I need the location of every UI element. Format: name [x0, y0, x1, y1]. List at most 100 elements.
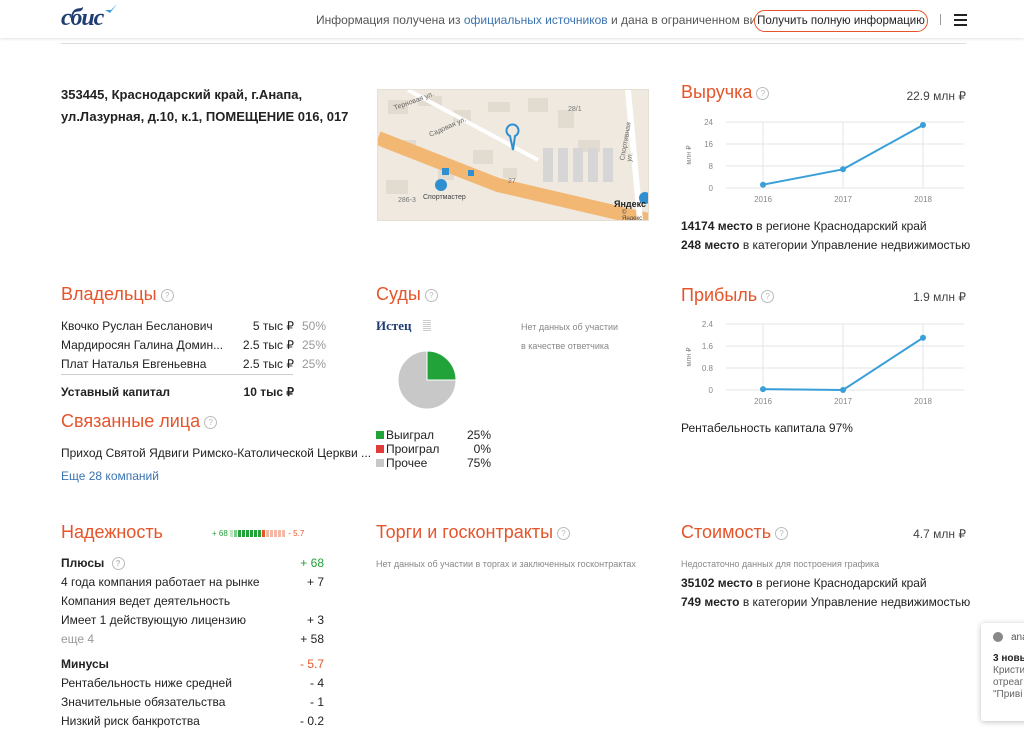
pluses-total: + 68: [300, 556, 324, 570]
location-map[interactable]: Садовая ул. Спортивная ул. Терновая ул. …: [377, 89, 649, 221]
legend-item: Проиграл 0%: [376, 442, 491, 456]
courts-title: Суды?: [376, 284, 438, 305]
owners-title-text[interactable]: Владельцы: [61, 284, 157, 304]
reliability-segment: [258, 530, 262, 538]
y-tick-label: 16: [704, 140, 713, 149]
y-tick-label: 8: [709, 162, 714, 171]
related-title-text[interactable]: Связанные лица: [61, 411, 201, 431]
revenue-category-text: в категории Управление недвижимостью: [742, 238, 971, 252]
minuses-label: Минусы: [61, 657, 109, 671]
x-tick-label: 2016: [754, 195, 772, 204]
logo-bird-icon: [105, 4, 117, 13]
map-canvas: [378, 90, 648, 220]
data-point: [920, 122, 926, 129]
help-icon[interactable]: ?: [111, 557, 125, 571]
owner-share: 25%: [301, 338, 326, 352]
pluses-label: Плюсы ?: [61, 556, 125, 571]
courts-pie-chart: [397, 350, 457, 410]
map-brand: Яндекс: [614, 199, 647, 209]
profit-value: 1.9 млн ₽: [913, 290, 966, 304]
y-tick-label: 0.8: [702, 364, 714, 373]
cost-title-text: Стоимость: [681, 522, 772, 542]
courts-title-text[interactable]: Суды: [376, 284, 421, 304]
toast-source: ana: [1011, 632, 1024, 643]
plus-factor: Имеет 1 действующую лицензию: [61, 613, 246, 627]
help-icon[interactable]: ?: [204, 415, 218, 429]
help-icon[interactable]: ?: [424, 288, 438, 302]
data-point: [920, 334, 926, 341]
help-icon[interactable]: ?: [160, 288, 174, 302]
tenders-title-text[interactable]: Торги и госконтракты: [376, 522, 554, 542]
tab-plaintiff[interactable]: Истец: [376, 318, 412, 333]
legend-label: Выиграл: [386, 428, 435, 442]
reliability-title[interactable]: Надежность: [61, 522, 163, 542]
help-icon[interactable]: ?: [775, 526, 789, 540]
y-tick-label: 1.6: [702, 342, 714, 351]
owners-title: Владельцы?: [61, 284, 174, 305]
reliability-segment: [246, 530, 250, 538]
tenders-title: Торги и госконтракты?: [376, 522, 571, 543]
owner-name[interactable]: Квочко Руслан Бесланович: [61, 319, 213, 333]
notification-toast[interactable]: ana 3 новы Кристи отреаг "Приві: [981, 623, 1024, 721]
official-sources-link[interactable]: официальных источников: [463, 13, 608, 27]
help-icon[interactable]: ?: [557, 526, 571, 540]
related-title: Связанные лица?: [61, 411, 218, 432]
plus-factor: Компания ведет деятельность: [61, 594, 231, 608]
revenue-value: 22.9 млн ₽: [906, 89, 966, 103]
cost-category-place: 749 место: [681, 595, 740, 609]
sbis-logo[interactable]: сбис: [61, 5, 104, 31]
revenue-region-text: в регионе Краснодарский край: [756, 219, 927, 233]
toast-line: отреаг: [993, 677, 1024, 688]
help-icon[interactable]: ?: [761, 289, 775, 303]
x-tick-label: 2018: [914, 195, 932, 204]
profit-title: Прибыль?: [681, 285, 775, 306]
minus-factor: Низкий риск банкротства: [61, 714, 200, 728]
plus-factor[interactable]: еще 4: [61, 632, 95, 646]
get-full-info-button[interactable]: Получить полную информацию: [754, 10, 928, 32]
tab-indicator-icon: [423, 319, 431, 331]
minus-factor: Значительные обязательства: [61, 695, 226, 709]
data-point: [840, 166, 846, 173]
plus-factor-value: + 3: [306, 613, 324, 627]
owner-amount: 2.5 тыс ₽: [242, 357, 294, 371]
tenders-note: Нет данных об участии в торгах и заключе…: [376, 559, 636, 569]
cost-region-text: в регионе Краснодарский край: [756, 576, 927, 590]
reliability-segment: [230, 530, 234, 538]
capital-value: 10 тыс ₽: [243, 385, 294, 399]
profit-chart: млн ₽ 0 0.8 1.6 2.4 2016 2017 2018: [685, 320, 964, 406]
cost-category-rank: 749 место в категории Управление недвижи…: [681, 595, 970, 609]
reliability-bar-plus: + 68: [212, 529, 228, 538]
minus-factor-value: - 4: [309, 676, 324, 690]
reliability-scale: [230, 529, 286, 538]
cost-value: 4.7 млн ₽: [913, 527, 966, 541]
related-more-link[interactable]: Еще 28 компаний: [61, 469, 159, 483]
minus-factor-value: - 1: [309, 695, 324, 709]
browser-icon: [993, 632, 1003, 642]
data-point: [760, 181, 766, 188]
reliability-segment: [274, 530, 278, 538]
cost-category-text: в категории Управление недвижимостью: [742, 595, 971, 609]
profitability: Рентабельность капитала 97%: [681, 421, 853, 435]
address-line-1: 353445, Краснодарский край, г.Анапа,: [61, 87, 303, 102]
owner-name[interactable]: Плат Наталья Евгеньевна: [61, 357, 207, 371]
minuses-total: - 5.7: [299, 657, 324, 671]
legend-swatch: [376, 445, 384, 453]
revenue-region-place: 14174 место: [681, 219, 753, 233]
pie-slice-Прочее: [397, 350, 457, 410]
revenue-chart: млн ₽ 0 8 16 24 2016 2017 2018: [685, 118, 964, 204]
help-icon[interactable]: ?: [756, 86, 770, 100]
legend-value: 0%: [473, 442, 491, 456]
reliability-bar: + 68 - 5.7: [212, 529, 304, 538]
reliability-segment: [278, 530, 282, 538]
related-item[interactable]: Приход Святой Ядвиги Римско-Католической…: [61, 446, 372, 460]
owner-name[interactable]: Мардиросян Галина Домин...: [61, 338, 224, 352]
toast-line: Кристи: [993, 665, 1024, 676]
toast-heading: 3 новы: [993, 653, 1024, 664]
cost-title: Стоимость?: [681, 522, 789, 543]
company-address: 353445, Краснодарский край, г.Анапа, ул.…: [61, 84, 361, 128]
cost-note: Недостаточно данных для построения графи…: [681, 559, 880, 569]
cost-region-place: 35102 место: [681, 576, 753, 590]
menu-icon[interactable]: [954, 14, 967, 29]
y-tick-label: 24: [704, 118, 713, 127]
profit-title-text: Прибыль: [681, 285, 758, 305]
